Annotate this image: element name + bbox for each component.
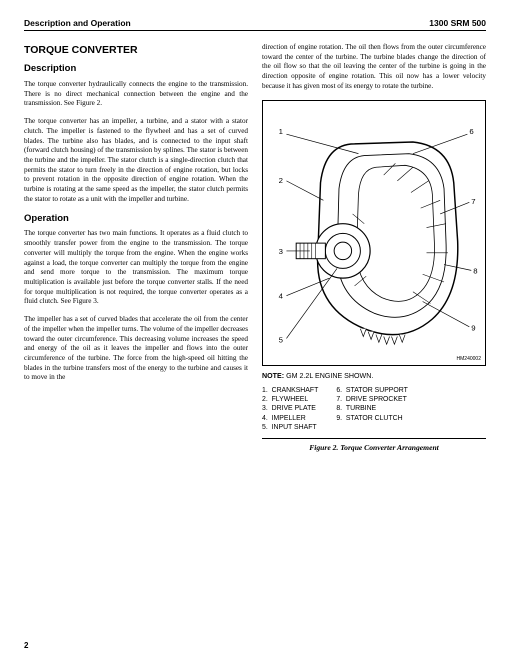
subheading-description: Description bbox=[24, 63, 248, 76]
legend-item: 1. CRANKSHAFT bbox=[262, 386, 318, 395]
legend-item: 3. DRIVE PLATE bbox=[262, 404, 318, 413]
figure-caption: Figure 2. Torque Converter Arrangement bbox=[262, 443, 486, 453]
header-right: 1300 SRM 500 bbox=[429, 18, 486, 28]
figure-torque-converter-arrangement: 1 2 3 4 5 6 7 8 9 HM240002 bbox=[262, 100, 486, 367]
paragraph: The torque converter hydraulically conne… bbox=[24, 80, 248, 109]
page-number: 2 bbox=[24, 641, 28, 650]
callout-label: 3 bbox=[279, 246, 283, 255]
running-header: Description and Operation 1300 SRM 500 bbox=[24, 18, 486, 31]
subheading-operation: Operation bbox=[24, 213, 248, 226]
callout-label: 1 bbox=[279, 127, 283, 136]
paragraph: The torque converter has an impeller, a … bbox=[24, 117, 248, 204]
figure-ref-number: HM240002 bbox=[457, 356, 481, 363]
note-text: GM 2.2L ENGINE SHOWN. bbox=[286, 372, 373, 380]
legend-item: 6. STATOR SUPPORT bbox=[336, 386, 408, 395]
callout-label: 5 bbox=[279, 335, 283, 344]
legend-item: 9. STATOR CLUTCH bbox=[336, 414, 408, 423]
legend-col-left: 1. CRANKSHAFT 2. FLYWHEEL 3. DRIVE PLATE… bbox=[262, 386, 318, 433]
callout-label: 8 bbox=[473, 266, 477, 275]
legend-item: 4. IMPELLER bbox=[262, 414, 318, 423]
callout-label: 4 bbox=[279, 291, 284, 300]
legend-item: 5. INPUT SHAFT bbox=[262, 423, 318, 432]
left-column: TORQUE CONVERTER Description The torque … bbox=[24, 43, 248, 454]
figure-legend: 1. CRANKSHAFT 2. FLYWHEEL 3. DRIVE PLATE… bbox=[262, 386, 486, 440]
legend-item: 8. TURBINE bbox=[336, 404, 408, 413]
callout-label: 2 bbox=[279, 175, 283, 184]
legend-item: 2. FLYWHEEL bbox=[262, 395, 318, 404]
header-left: Description and Operation bbox=[24, 18, 131, 28]
callout-label: 7 bbox=[471, 197, 475, 206]
paragraph: The impeller has a set of curved blades … bbox=[24, 315, 248, 383]
legend-item: 7. DRIVE SPROCKET bbox=[336, 395, 408, 404]
legend-col-right: 6. STATOR SUPPORT 7. DRIVE SPROCKET 8. T… bbox=[336, 386, 408, 433]
figure-svg: 1 2 3 4 5 6 7 8 9 bbox=[267, 105, 481, 358]
section-heading-torque-converter: TORQUE CONVERTER bbox=[24, 43, 248, 57]
paragraph: The torque converter has two main functi… bbox=[24, 229, 248, 307]
figure-note: NOTE: GM 2.2L ENGINE SHOWN. bbox=[262, 372, 486, 382]
right-column: direction of engine rotation. The oil th… bbox=[262, 43, 486, 454]
callout-label: 9 bbox=[471, 323, 475, 332]
note-label: NOTE: bbox=[262, 372, 284, 380]
two-column-layout: TORQUE CONVERTER Description The torque … bbox=[24, 43, 486, 454]
page: Description and Operation 1300 SRM 500 T… bbox=[0, 0, 510, 464]
paragraph: direction of engine rotation. The oil th… bbox=[262, 43, 486, 92]
callout-label: 6 bbox=[469, 127, 473, 136]
